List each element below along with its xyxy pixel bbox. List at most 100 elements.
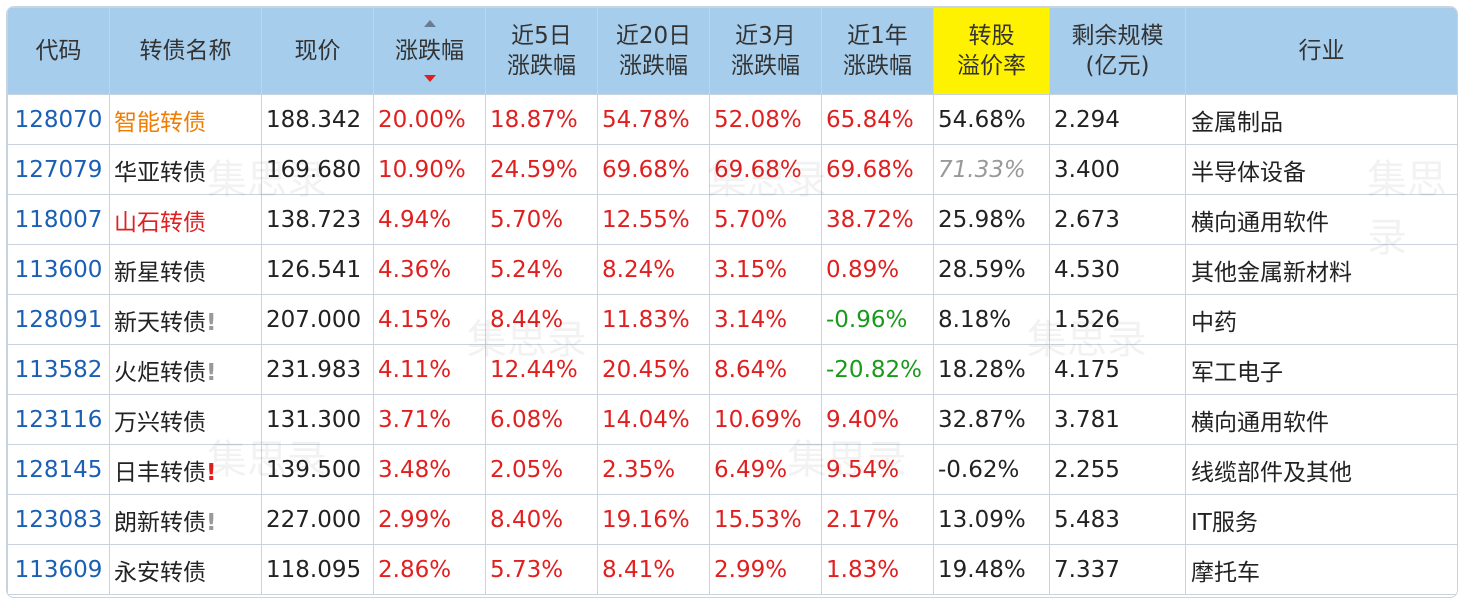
header-remaining-size[interactable]: 剩余规模 (亿元) [1049,7,1186,95]
bond-code-link[interactable]: 113600 [7,244,110,295]
header-name[interactable]: 转债名称 [109,7,262,95]
industry-cell: 线缆部件及其他 [1185,444,1457,495]
header-change[interactable]: 涨跌幅 [373,7,486,95]
table-row: 127079 华亚转债 169.680 10.90% 24.59% 69.68%… [7,144,1457,195]
header-change-1y[interactable]: 近1年 涨跌幅 [821,7,934,95]
change-cell: 2.99% [373,494,486,545]
change-cell: 4.11% [373,344,486,395]
table-row: 113582 火炬转债! 231.983 4.11% 12.44% 20.45%… [7,344,1457,395]
bond-name-link[interactable]: 永安转债 [109,544,262,595]
remaining-size-cell: 2.673 [1049,194,1186,245]
sort-ascending-icon[interactable] [423,20,436,27]
price-cell: 169.680 [261,144,374,195]
change-3m-cell: 2.99% [709,544,822,595]
table-row: 113609 永安转债 118.095 2.86% 5.73% 8.41% 2.… [7,544,1457,595]
header-change-3m[interactable]: 近3月 涨跌幅 [709,7,822,95]
header-change-5d[interactable]: 近5日 涨跌幅 [485,7,598,95]
premium-cell: 19.48% [933,544,1050,595]
sort-descending-icon[interactable] [423,75,436,82]
bond-name-link[interactable]: 火炬转债! [109,344,262,395]
industry-cell: 中药 [1185,294,1457,345]
price-cell: 227.000 [261,494,374,545]
premium-cell: 28.59% [933,244,1050,295]
warning-mark-icon[interactable]: ! [206,309,217,336]
bond-code-link[interactable]: 123083 [7,494,110,545]
bond-code-link[interactable]: 128145 [7,444,110,495]
change-1y-cell: 69.68% [821,144,934,195]
bond-code-link[interactable]: 113582 [7,344,110,395]
change-20d-cell: 2.35% [597,444,710,495]
change-cell: 2.86% [373,544,486,595]
industry-cell: 其他金属新材料 [1185,244,1457,295]
change-cell: 4.94% [373,194,486,245]
industry-cell: 横向通用软件 [1185,394,1457,445]
premium-cell: 71.33% [933,144,1050,195]
change-3m-cell: 10.69% [709,394,822,445]
remaining-size-cell: 4.530 [1049,244,1186,295]
change-5d-cell: 12.44% [485,344,598,395]
remaining-size-cell: 5.483 [1049,494,1186,545]
table-row: 123116 万兴转债 131.300 3.71% 6.08% 14.04% 1… [7,394,1457,445]
bond-name-link[interactable]: 智能转债 [109,94,262,145]
change-cell: 4.15% [373,294,486,345]
bond-table-container: 集思录 集思录 集思录 集思录 集思录 集思录 集思录 代码 转债名称 现价 涨… [6,6,1458,598]
premium-cell: 54.68% [933,94,1050,145]
warning-mark-icon[interactable]: ! [206,359,217,386]
bond-name-link[interactable]: 山石转债 [109,194,262,245]
bond-name-link[interactable]: 新天转债! [109,294,262,345]
change-20d-cell: 54.78% [597,94,710,145]
table-row: 128145 日丰转债! 139.500 3.48% 2.05% 2.35% 6… [7,444,1457,495]
bond-code-link[interactable]: 128091 [7,294,110,345]
change-cell: 4.36% [373,244,486,295]
change-cell: 20.00% [373,94,486,145]
change-cell: 3.71% [373,394,486,445]
change-5d-cell: 8.40% [485,494,598,545]
bond-code-link[interactable]: 113609 [7,544,110,595]
price-cell: 118.095 [261,544,374,595]
price-cell: 188.342 [261,94,374,145]
header-conversion-premium[interactable]: 转股 溢价率 [933,7,1050,95]
industry-cell: 横向通用软件 [1185,194,1457,245]
warning-mark-icon[interactable]: ! [206,509,217,536]
premium-cell: 25.98% [933,194,1050,245]
header-price[interactable]: 现价 [261,7,374,95]
bond-name-link[interactable]: 朗新转债! [109,494,262,545]
change-5d-cell: 24.59% [485,144,598,195]
change-1y-cell: 0.89% [821,244,934,295]
premium-cell: -0.62% [933,444,1050,495]
change-1y-cell: 38.72% [821,194,934,245]
bond-code-link[interactable]: 118007 [7,194,110,245]
table-row: 128091 新天转债! 207.000 4.15% 8.44% 11.83% … [7,294,1457,345]
header-industry[interactable]: 行业 [1185,7,1457,95]
bond-name-link[interactable]: 新星转债 [109,244,262,295]
table-row: 123083 朗新转债! 227.000 2.99% 8.40% 19.16% … [7,494,1457,545]
change-3m-cell: 8.64% [709,344,822,395]
bond-code-link[interactable]: 127079 [7,144,110,195]
bond-name-link[interactable]: 华亚转债 [109,144,262,195]
price-cell: 231.983 [261,344,374,395]
warning-mark-icon[interactable]: ! [206,459,217,486]
remaining-size-cell: 1.526 [1049,294,1186,345]
change-20d-cell: 8.24% [597,244,710,295]
header-code[interactable]: 代码 [7,7,110,95]
change-3m-cell: 3.14% [709,294,822,345]
change-1y-cell: 65.84% [821,94,934,145]
change-5d-cell: 6.08% [485,394,598,445]
price-cell: 131.300 [261,394,374,445]
remaining-size-cell: 4.175 [1049,344,1186,395]
price-cell: 138.723 [261,194,374,245]
industry-cell: IT服务 [1185,494,1457,545]
bond-name-link[interactable]: 万兴转债 [109,394,262,445]
bond-code-link[interactable]: 123116 [7,394,110,445]
premium-cell: 18.28% [933,344,1050,395]
bond-code-link[interactable]: 128070 [7,94,110,145]
change-1y-cell: -0.96% [821,294,934,345]
header-change-20d[interactable]: 近20日 涨跌幅 [597,7,710,95]
change-3m-cell: 3.15% [709,244,822,295]
change-3m-cell: 5.70% [709,194,822,245]
convertible-bond-table: 代码 转债名称 现价 涨跌幅 近5日 涨跌幅 近20日 涨跌幅 近3月 涨跌幅 近1年… [7,7,1457,595]
bond-name-link[interactable]: 日丰转债! [109,444,262,495]
change-5d-cell: 5.24% [485,244,598,295]
change-1y-cell: -20.82% [821,344,934,395]
industry-cell: 金属制品 [1185,94,1457,145]
